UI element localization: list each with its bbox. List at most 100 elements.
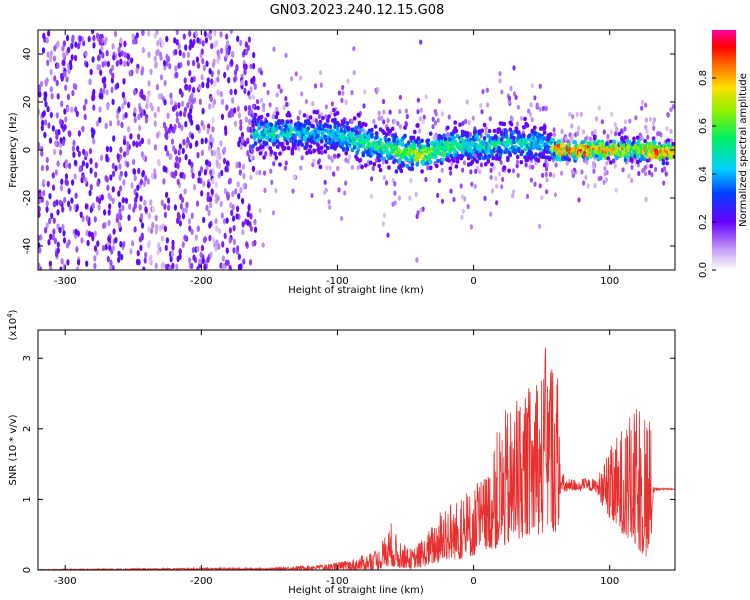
haze-speck [540, 195, 544, 201]
haze-speck [393, 200, 397, 206]
noise-speck [47, 30, 51, 37]
noise-speck [38, 205, 41, 213]
noise-speck [114, 236, 118, 244]
noise-speck [178, 143, 182, 150]
ridge-cell [533, 125, 537, 130]
ridge-cell [258, 151, 263, 156]
noise-speck [111, 162, 115, 170]
haze-speck [416, 97, 420, 103]
noise-speck [100, 45, 104, 52]
noise-speck [98, 92, 102, 100]
x-tick-label: -200 [190, 576, 213, 587]
haze-speck [637, 170, 641, 177]
haze-speck [318, 70, 323, 76]
haze-speck [609, 129, 613, 135]
noise-speck [189, 38, 193, 46]
noise-speck [208, 222, 212, 229]
haze-speck [251, 103, 255, 109]
noise-speck [88, 78, 92, 85]
noise-speck [53, 75, 57, 82]
ridge-cell [428, 160, 433, 165]
haze-speck [325, 165, 329, 171]
haze-speck [299, 75, 303, 81]
haze-speck [654, 166, 658, 173]
noise-speck [253, 83, 257, 90]
noise-speck [81, 174, 86, 181]
noise-speck [161, 261, 165, 268]
haze-speck [263, 187, 267, 193]
noise-speck [44, 101, 48, 108]
ridge-cell [459, 136, 464, 142]
haze-speck [535, 102, 539, 108]
ridge-cell [275, 111, 280, 116]
haze-speck [478, 169, 482, 175]
haze-speck [346, 78, 350, 84]
noise-speck [232, 225, 236, 232]
ridge-cell [327, 114, 331, 119]
ridge-cell [278, 162, 282, 167]
ridge-cell [337, 130, 341, 136]
haze-speck [352, 46, 356, 52]
haze-speck [515, 121, 520, 127]
noise-speck [105, 89, 109, 96]
noise-speck [106, 255, 110, 263]
noise-speck [77, 150, 81, 158]
haze-speck [272, 161, 276, 167]
noise-speck [138, 106, 142, 113]
haze-speck [298, 109, 302, 115]
noise-speck [175, 71, 179, 79]
noise-speck [107, 219, 111, 227]
haze-speck [528, 111, 533, 117]
haze-speck [560, 170, 564, 176]
ridge-cell [515, 154, 520, 160]
noise-speck [116, 82, 120, 89]
noise-speck [103, 60, 108, 67]
ridge-cell [458, 122, 462, 127]
haze-speck [524, 162, 528, 168]
haze-speck [329, 155, 333, 161]
noise-speck [44, 227, 48, 234]
ridge-cell [522, 133, 526, 138]
noise-speck [137, 167, 141, 175]
haze-speck [290, 76, 294, 82]
ridge-cell [497, 146, 502, 151]
ridge-cell [623, 135, 628, 140]
noise-speck [167, 127, 171, 134]
noise-speck [77, 43, 81, 50]
ridge-cell [326, 145, 330, 151]
haze-speck [564, 136, 568, 142]
noise-speck [225, 104, 229, 111]
noise-speck [98, 116, 102, 124]
haze-speck [323, 189, 327, 195]
noise-speck [105, 50, 109, 57]
noise-speck [63, 196, 67, 204]
haze-speck [499, 159, 503, 166]
noise-speck [226, 40, 230, 47]
noise-speck [208, 160, 212, 168]
haze-speck [291, 188, 295, 194]
ridge-cell [393, 158, 398, 163]
noise-speck [132, 168, 137, 175]
noise-speck [61, 206, 65, 213]
haze-speck [516, 104, 521, 110]
haze-speck [431, 124, 435, 130]
haze-speck [452, 196, 456, 203]
noise-speck [52, 217, 56, 224]
noise-speck [150, 173, 154, 180]
noise-speck [211, 61, 216, 68]
noise-speck [153, 111, 157, 119]
haze-speck [449, 170, 453, 176]
haze-speck [483, 195, 487, 201]
haze-speck [628, 118, 632, 124]
noise-speck [190, 76, 194, 84]
noise-speck [144, 175, 148, 182]
noise-speck [200, 190, 204, 197]
noise-speck [64, 84, 68, 91]
haze-speck [343, 190, 347, 196]
noise-speck [140, 69, 144, 76]
noise-speck [132, 38, 136, 45]
haze-speck [249, 174, 253, 181]
noise-speck [51, 234, 55, 241]
ridge-cell [400, 142, 405, 147]
noise-speck [90, 231, 94, 239]
